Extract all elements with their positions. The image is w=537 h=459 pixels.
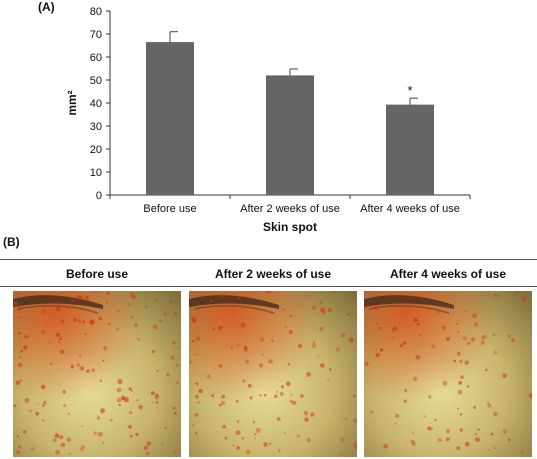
bar-chart: 0 10 20 30 40 50 60 70 80 mm² Before use After 2 we… xyxy=(65,6,471,234)
skin-photo-before xyxy=(13,291,181,457)
y-tick-label: 20 xyxy=(90,144,102,156)
skin-photo-4-weeks xyxy=(364,291,532,457)
x-axis-label: Skin spot xyxy=(263,220,317,234)
y-tick-label: 10 xyxy=(90,167,102,179)
bar xyxy=(146,42,194,195)
x-tick-label: After 4 weeks of use xyxy=(360,203,460,215)
skin-photo-2-weeks xyxy=(189,291,357,457)
skin-photo-image xyxy=(189,291,357,457)
skin-photo-image xyxy=(13,291,181,457)
column-header-4-weeks: After 4 weeks of use xyxy=(389,267,507,281)
y-tick-label: 0 xyxy=(96,190,102,202)
significance-marker: * xyxy=(407,83,412,98)
bar xyxy=(266,75,314,195)
column-header-2-weeks: After 2 weeks of use xyxy=(214,267,332,281)
panel-a-label: (A) xyxy=(38,0,55,14)
y-tick-label: 60 xyxy=(90,52,102,64)
y-tick-label: 80 xyxy=(90,6,102,18)
y-tick-label: 30 xyxy=(90,121,102,133)
skin-photo-image xyxy=(364,291,532,457)
chart-root: 0 10 20 30 40 50 60 70 80 mm² Before use After 2 we… xyxy=(65,6,471,234)
header-divider xyxy=(0,286,537,287)
panel-b-label: (B) xyxy=(3,235,20,249)
y-tick-label: 50 xyxy=(90,75,102,87)
column-header-before: Before use xyxy=(65,267,129,281)
y-tick-label: 70 xyxy=(90,29,102,41)
top-divider xyxy=(0,259,537,260)
x-tick-label: After 2 weeks of use xyxy=(240,203,340,215)
y-tick-label: 40 xyxy=(90,98,102,110)
y-axis-label: mm² xyxy=(65,90,79,115)
bar xyxy=(386,104,434,195)
x-tick-label: Before use xyxy=(143,203,196,215)
